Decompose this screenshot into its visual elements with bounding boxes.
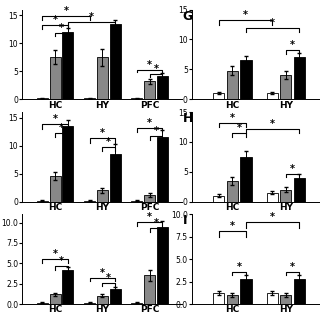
Bar bbox=[267, 193, 278, 202]
Bar bbox=[37, 303, 48, 304]
Text: *: * bbox=[106, 273, 111, 283]
Bar bbox=[37, 98, 48, 99]
Bar bbox=[144, 81, 155, 99]
Text: *: * bbox=[59, 23, 64, 33]
Bar bbox=[294, 178, 305, 202]
Text: *: * bbox=[147, 118, 152, 128]
Text: *: * bbox=[270, 212, 275, 222]
Bar bbox=[240, 279, 252, 304]
Bar bbox=[157, 227, 168, 304]
Text: *: * bbox=[237, 123, 242, 133]
Bar bbox=[240, 157, 252, 202]
Text: *: * bbox=[64, 6, 68, 16]
Text: *: * bbox=[230, 113, 235, 123]
Bar bbox=[62, 126, 73, 202]
Text: H: H bbox=[183, 112, 193, 125]
Bar bbox=[50, 294, 60, 304]
Bar bbox=[157, 137, 168, 202]
Bar bbox=[227, 70, 238, 99]
Text: *: * bbox=[100, 268, 105, 278]
Text: *: * bbox=[230, 221, 235, 231]
Text: *: * bbox=[154, 125, 158, 135]
Bar bbox=[97, 190, 108, 202]
Bar bbox=[294, 279, 305, 304]
Bar bbox=[144, 276, 155, 304]
Text: *: * bbox=[147, 212, 152, 222]
Bar bbox=[97, 296, 108, 304]
Bar bbox=[110, 289, 121, 304]
Text: I: I bbox=[183, 214, 187, 228]
Text: *: * bbox=[270, 18, 275, 28]
Bar bbox=[132, 303, 142, 304]
Text: *: * bbox=[270, 119, 275, 129]
Text: *: * bbox=[147, 60, 152, 69]
Bar bbox=[213, 196, 224, 202]
Bar bbox=[62, 270, 73, 304]
Bar bbox=[50, 57, 60, 99]
Bar bbox=[213, 93, 224, 99]
Text: *: * bbox=[59, 256, 64, 266]
Bar bbox=[132, 98, 142, 99]
Text: *: * bbox=[100, 128, 105, 138]
Bar bbox=[110, 24, 121, 99]
Bar bbox=[157, 76, 168, 99]
Bar bbox=[267, 293, 278, 304]
Text: *: * bbox=[237, 262, 242, 272]
Bar bbox=[62, 32, 73, 99]
Bar bbox=[240, 60, 252, 99]
Text: G: G bbox=[183, 10, 193, 23]
Text: *: * bbox=[154, 64, 158, 74]
Bar bbox=[294, 57, 305, 99]
Text: *: * bbox=[154, 218, 158, 228]
Text: *: * bbox=[89, 12, 94, 22]
Bar bbox=[280, 295, 292, 304]
Bar bbox=[267, 93, 278, 99]
Bar bbox=[144, 195, 155, 202]
Text: *: * bbox=[290, 40, 295, 50]
Bar bbox=[227, 295, 238, 304]
Text: *: * bbox=[243, 10, 248, 20]
Bar bbox=[84, 303, 95, 304]
Text: *: * bbox=[52, 15, 58, 25]
Bar bbox=[97, 57, 108, 99]
Bar bbox=[132, 201, 142, 202]
Bar bbox=[227, 181, 238, 202]
Bar bbox=[280, 75, 292, 99]
Text: *: * bbox=[106, 137, 111, 147]
Text: *: * bbox=[59, 123, 64, 133]
Text: *: * bbox=[290, 262, 295, 272]
Bar bbox=[37, 201, 48, 202]
Bar bbox=[84, 98, 95, 99]
Bar bbox=[280, 190, 292, 202]
Bar bbox=[110, 154, 121, 202]
Text: *: * bbox=[290, 164, 295, 173]
Bar bbox=[213, 293, 224, 304]
Bar bbox=[50, 176, 60, 202]
Text: *: * bbox=[52, 249, 58, 259]
Bar bbox=[84, 201, 95, 202]
Text: *: * bbox=[52, 114, 58, 124]
